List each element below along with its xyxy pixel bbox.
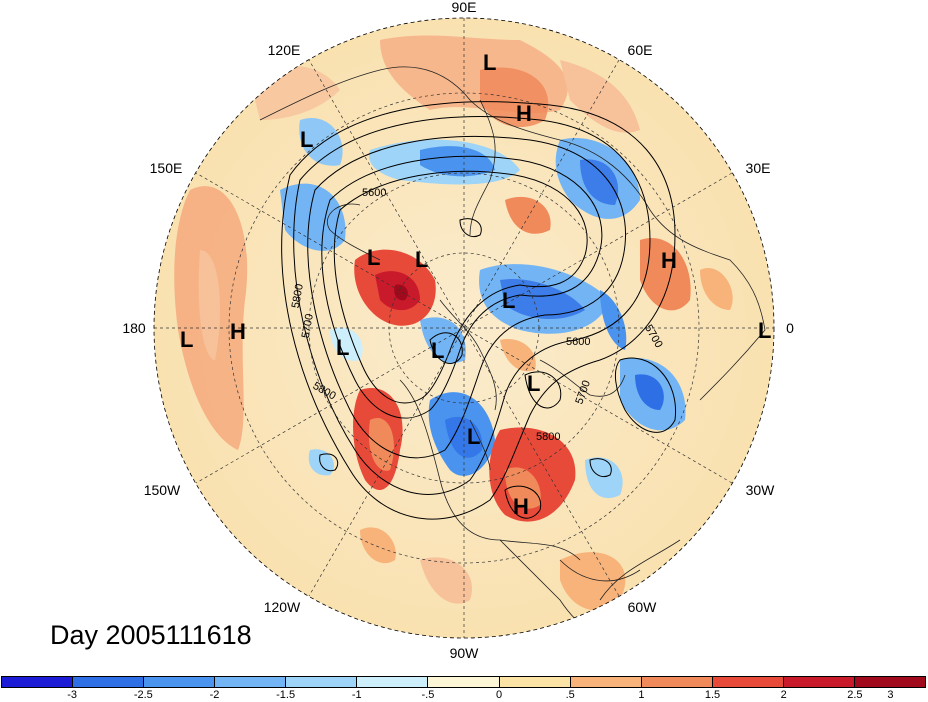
colorbar-tick-label: 3 bbox=[887, 689, 894, 701]
lon-label-120w: 120W bbox=[264, 599, 301, 615]
contour-label: 5600 bbox=[362, 187, 386, 199]
anomaly-shading bbox=[174, 35, 733, 611]
low-pressure-center: L bbox=[431, 338, 444, 363]
colorbar-tick-label: -.5 bbox=[421, 689, 435, 701]
colorbar-swatch bbox=[712, 677, 784, 687]
colorbar-swatch bbox=[144, 677, 216, 687]
longitude-labels: 90E 60E 30E 0 30W 60W 90W 120W 150W 180 … bbox=[122, 0, 794, 661]
colorbar-tick-label: .5 bbox=[565, 689, 575, 701]
low-pressure-center: L bbox=[527, 371, 540, 396]
colorbar-swatch bbox=[215, 677, 287, 687]
colorbar-swatch bbox=[854, 677, 926, 687]
high-pressure-center: H bbox=[661, 248, 677, 273]
lon-label-30e: 30E bbox=[746, 160, 771, 176]
high-pressure-center: H bbox=[513, 494, 529, 519]
lon-label-60e: 60E bbox=[628, 42, 653, 58]
low-pressure-center: L bbox=[502, 288, 515, 313]
low-pressure-center: L bbox=[367, 245, 380, 270]
lon-label-90w: 90W bbox=[450, 645, 480, 661]
colorbar-swatch bbox=[357, 677, 429, 687]
height-contours bbox=[281, 101, 677, 520]
lon-label-150e: 150E bbox=[150, 160, 183, 176]
map-border bbox=[153, 17, 775, 639]
colorbar-tick-label: -2.5 bbox=[133, 689, 153, 701]
day-title: Day 2005111618 bbox=[50, 620, 252, 650]
lon-label-60w: 60W bbox=[628, 599, 658, 615]
colorbar-swatch bbox=[73, 677, 145, 687]
colorbar-tick-label: 1 bbox=[638, 689, 645, 701]
colorbar-tick-label: -3 bbox=[67, 689, 78, 701]
low-pressure-center: L bbox=[483, 50, 496, 75]
lon-label-150w: 150W bbox=[144, 482, 181, 498]
contour-label: 5800 bbox=[290, 283, 306, 309]
colorbar-tick-label: 1.5 bbox=[704, 689, 721, 701]
colorbar bbox=[1, 676, 926, 688]
contour-label: 5600 bbox=[566, 336, 590, 348]
colorbar-swatch bbox=[286, 677, 358, 687]
colorbar-tick-label: 2 bbox=[780, 689, 787, 701]
high-pressure-center: H bbox=[230, 319, 246, 344]
colorbar-tick-label: -2 bbox=[209, 689, 220, 701]
lon-label-30w: 30W bbox=[746, 482, 776, 498]
colorbar-swatch bbox=[428, 677, 500, 687]
low-pressure-center: L bbox=[180, 327, 193, 352]
graticule bbox=[154, 18, 774, 638]
colorbar-swatch bbox=[641, 677, 713, 687]
low-pressure-center: L bbox=[415, 247, 428, 272]
colorbar-tick-label: -1.5 bbox=[276, 689, 296, 701]
low-pressure-center: L bbox=[336, 335, 349, 360]
colorbar-tick-label: 0 bbox=[496, 689, 503, 701]
low-pressure-center: L bbox=[758, 318, 771, 343]
colorbar-swatch bbox=[499, 677, 571, 687]
colorbar-tick-label: 2.5 bbox=[847, 689, 863, 701]
lon-label-120e: 120E bbox=[268, 42, 301, 58]
colorbar-swatch bbox=[2, 677, 74, 687]
colorbar-tick-label: -1 bbox=[351, 689, 362, 701]
pressure-centers: L H L L L H L L H L L L L L H bbox=[180, 50, 771, 519]
contour-label: 5800 bbox=[536, 431, 560, 443]
lon-label-0: 0 bbox=[786, 320, 794, 336]
colorbar-swatch bbox=[570, 677, 642, 687]
contour-label: 5700 bbox=[300, 313, 316, 339]
lon-label-180: 180 bbox=[122, 320, 146, 336]
coastlines bbox=[259, 66, 766, 631]
low-pressure-center: L bbox=[300, 127, 313, 152]
colorbar-swatch bbox=[783, 677, 855, 687]
high-pressure-center: H bbox=[516, 101, 532, 126]
lon-label-90e: 90E bbox=[452, 0, 477, 15]
low-pressure-center: L bbox=[467, 424, 480, 449]
